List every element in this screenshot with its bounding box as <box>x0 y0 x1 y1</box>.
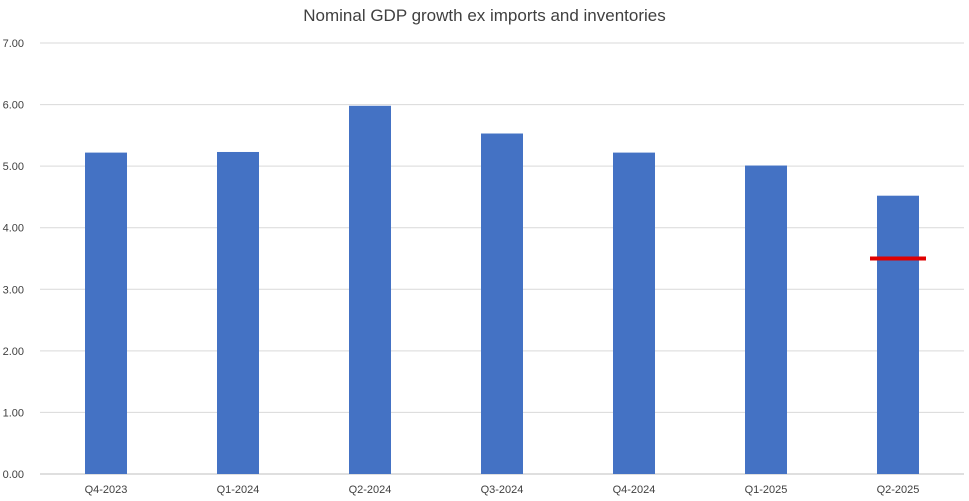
y-tick-label: 3.00 <box>3 284 24 296</box>
x-tick-label: Q4-2023 <box>85 484 128 496</box>
y-tick-label: 7.00 <box>3 38 24 50</box>
x-tick-label: Q4-2024 <box>613 484 656 496</box>
x-tick-label: Q2-2024 <box>349 484 392 496</box>
y-tick-label: 4.00 <box>3 223 24 235</box>
y-tick-label: 6.00 <box>3 100 24 112</box>
x-tick-label: Q3-2024 <box>481 484 524 496</box>
x-tick-label: Q2-2025 <box>877 484 920 496</box>
bar <box>481 133 523 474</box>
x-tick-label: Q1-2025 <box>745 484 788 496</box>
bar <box>217 151 259 474</box>
y-tick-label: 1.00 <box>3 407 24 419</box>
bar <box>877 195 919 474</box>
bar <box>745 165 787 474</box>
bar <box>349 105 391 474</box>
x-tick-label: Q1-2024 <box>217 484 260 496</box>
chart-title: Nominal GDP growth ex imports and invent… <box>303 6 666 25</box>
bar <box>85 152 127 474</box>
y-tick-label: 2.00 <box>3 346 24 358</box>
y-tick-label: 5.00 <box>3 161 24 173</box>
bar <box>613 152 655 474</box>
y-tick-label: 0.00 <box>3 469 24 481</box>
